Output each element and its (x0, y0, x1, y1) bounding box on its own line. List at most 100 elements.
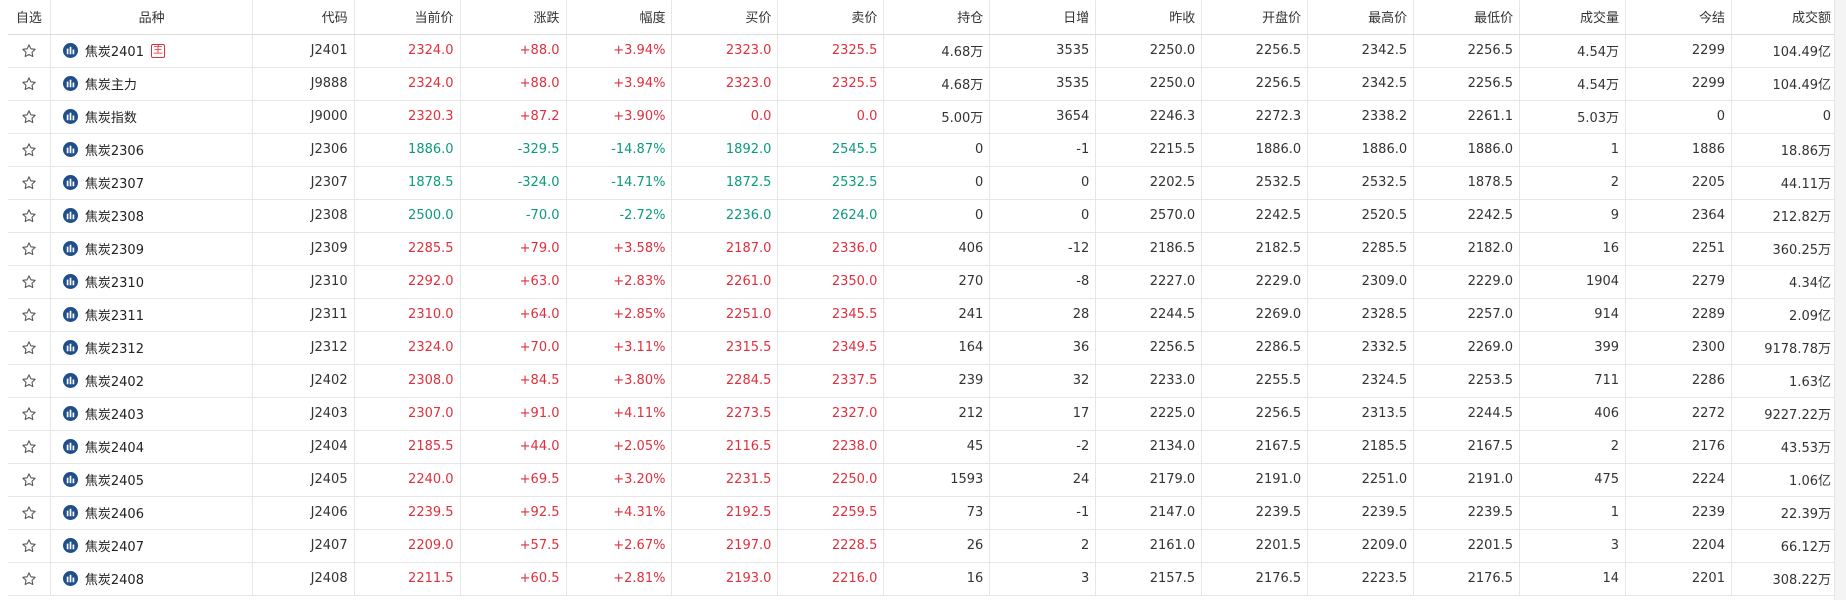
star-icon[interactable] (21, 208, 37, 224)
star-icon[interactable] (21, 406, 37, 422)
table-row[interactable]: 焦炭2312 J2312 2324.0 +70.0 +3.11% 2315.5 2349.5… (8, 331, 1839, 365)
star-icon[interactable] (21, 43, 37, 59)
chart-bars-icon[interactable] (62, 307, 78, 322)
cell-code: J2308 (252, 199, 355, 233)
variety-cell[interactable]: 焦炭2307 (50, 166, 254, 200)
col-header-price[interactable]: 当前价 (354, 0, 461, 35)
table-row[interactable]: 焦炭2308 J2308 2500.0 -70.0 -2.72% 2236.0 2624.0… (8, 199, 1839, 233)
star-icon[interactable] (21, 274, 37, 290)
star-icon[interactable] (21, 76, 37, 92)
variety-cell[interactable]: 焦炭2405 (50, 463, 254, 497)
variety-cell[interactable]: 焦炭2407 (50, 529, 254, 563)
watchlist-cell (8, 232, 51, 266)
variety-cell[interactable]: 焦炭主力 (50, 67, 254, 101)
chart-bars-icon[interactable] (62, 538, 78, 553)
variety-cell[interactable]: 焦炭指数 (50, 100, 254, 134)
table-row[interactable]: 焦炭主力 J9888 2324.0 +88.0 +3.94% 2323.0 2325.5 4.… (8, 67, 1839, 101)
star-icon[interactable] (21, 109, 37, 125)
col-header-prev-close[interactable]: 昨收 (1095, 0, 1203, 35)
chart-bars-icon[interactable] (62, 373, 78, 388)
col-header-ask[interactable]: 卖价 (777, 0, 885, 35)
cell-price: 2211.5 (354, 562, 461, 596)
star-icon[interactable] (21, 340, 37, 356)
star-icon[interactable] (21, 241, 37, 257)
chart-bars-icon[interactable] (62, 43, 78, 58)
cell-prev: 2161.0 (1095, 529, 1203, 563)
col-header-watchlist[interactable]: 自选 (8, 0, 51, 35)
star-icon[interactable] (21, 472, 37, 488)
chart-bars-icon[interactable] (62, 406, 78, 421)
cell-change: +88.0 (460, 67, 567, 101)
chart-bars-icon[interactable] (62, 472, 78, 487)
variety-cell[interactable]: 焦炭2310 (50, 265, 254, 299)
star-icon[interactable] (21, 505, 37, 521)
vertical-scrollbar[interactable] (1834, 0, 1846, 600)
table-row[interactable]: 焦炭2408 J2408 2211.5 +60.5 +2.81% 2193.0 2216.0… (8, 562, 1839, 596)
col-header-daily-change[interactable]: 日增 (989, 0, 1097, 35)
star-icon[interactable] (21, 307, 37, 323)
variety-cell[interactable]: 焦炭2306 (50, 133, 254, 167)
table-row[interactable]: 焦炭2311 J2311 2310.0 +64.0 +2.85% 2251.0 2345.5… (8, 298, 1839, 332)
table-row[interactable]: 焦炭2403 J2403 2307.0 +91.0 +4.11% 2273.5 2327.0… (8, 397, 1839, 431)
cell-low: 2176.5 (1413, 562, 1521, 596)
col-header-change[interactable]: 涨跌 (460, 0, 567, 35)
chart-bars-icon[interactable] (62, 208, 78, 223)
table-row[interactable]: 焦炭2309 J2309 2285.5 +79.0 +3.58% 2187.0 2336.0… (8, 232, 1839, 266)
chart-bars-icon[interactable] (62, 439, 78, 454)
col-header-open[interactable]: 开盘价 (1201, 0, 1309, 35)
cell-ask: 2250.0 (777, 463, 885, 497)
star-icon[interactable] (21, 538, 37, 554)
col-header-low[interactable]: 最低价 (1413, 0, 1521, 35)
variety-cell[interactable]: 焦炭2406 (50, 496, 254, 530)
star-icon[interactable] (21, 142, 37, 158)
variety-cell[interactable]: 焦炭2309 (50, 232, 254, 266)
cell-ask: 2532.5 (777, 166, 885, 200)
chart-bars-icon[interactable] (62, 505, 78, 520)
chart-bars-icon[interactable] (62, 340, 78, 355)
chart-bars-icon[interactable] (62, 274, 78, 289)
col-header-volume[interactable]: 成交量 (1519, 0, 1627, 35)
star-icon[interactable] (21, 373, 37, 389)
cell-low: 2256.5 (1413, 67, 1521, 101)
table-row[interactable]: 焦炭2401 主 J2401 2324.0 +88.0 +3.94% 2323.0 2325.… (8, 34, 1839, 68)
col-header-high[interactable]: 最高价 (1307, 0, 1415, 35)
cell-oi: 26 (883, 529, 991, 563)
watchlist-cell (8, 166, 51, 200)
chart-bars-icon[interactable] (62, 241, 78, 256)
table-row[interactable]: 焦炭2310 J2310 2292.0 +63.0 +2.83% 2261.0 2350.0… (8, 265, 1839, 299)
cell-bid: 2261.0 (671, 265, 779, 299)
variety-cell[interactable]: 焦炭2312 (50, 331, 254, 365)
chart-bars-icon[interactable] (62, 571, 78, 586)
variety-cell[interactable]: 焦炭2403 (50, 397, 254, 431)
variety-cell[interactable]: 焦炭2402 (50, 364, 254, 398)
star-icon[interactable] (21, 175, 37, 191)
variety-cell[interactable]: 焦炭2408 (50, 562, 254, 596)
chart-bars-icon[interactable] (62, 142, 78, 157)
col-header-open-interest[interactable]: 持仓 (883, 0, 991, 35)
cell-bid: 2251.0 (671, 298, 779, 332)
col-header-pct[interactable]: 幅度 (566, 0, 673, 35)
col-header-amount[interactable]: 成交额 (1731, 0, 1839, 35)
table-row[interactable]: 焦炭2402 J2402 2308.0 +84.5 +3.80% 2284.5 2337.5… (8, 364, 1839, 398)
chart-bars-icon[interactable] (62, 175, 78, 190)
table-row[interactable]: 焦炭2306 J2306 1886.0 -329.5 -14.87% 1892.0 2545… (8, 133, 1839, 167)
table-row[interactable]: 焦炭2307 J2307 1878.5 -324.0 -14.71% 1872.5 2532… (8, 166, 1839, 200)
table-row[interactable]: 焦炭2407 J2407 2209.0 +57.5 +2.67% 2197.0 2228.5… (8, 529, 1839, 563)
table-row[interactable]: 焦炭2406 J2406 2239.5 +92.5 +4.31% 2192.5 2259.5… (8, 496, 1839, 530)
variety-cell[interactable]: 焦炭2308 (50, 199, 254, 233)
star-icon[interactable] (21, 439, 37, 455)
table-row[interactable]: 焦炭2405 J2405 2240.0 +69.5 +3.20% 2231.5 2250.0… (8, 463, 1839, 497)
col-header-code[interactable]: 代码 (252, 0, 355, 35)
star-icon[interactable] (21, 571, 37, 587)
chart-bars-icon[interactable] (62, 109, 78, 124)
col-header-settle[interactable]: 今结 (1625, 0, 1732, 35)
chart-bars-icon[interactable] (62, 76, 78, 91)
table-row[interactable]: 焦炭指数 J9000 2320.3 +87.2 +3.90% 0.0 0.0 5.00万 365… (8, 100, 1839, 134)
col-header-variety[interactable]: 品种 (50, 0, 254, 35)
variety-cell[interactable]: 焦炭2401 主 (50, 34, 254, 68)
variety-cell[interactable]: 焦炭2311 (50, 298, 254, 332)
cell-vol: 14 (1519, 562, 1627, 596)
variety-cell[interactable]: 焦炭2404 (50, 430, 254, 464)
table-row[interactable]: 焦炭2404 J2404 2185.5 +44.0 +2.05% 2116.5 2238.0… (8, 430, 1839, 464)
col-header-bid[interactable]: 买价 (671, 0, 779, 35)
